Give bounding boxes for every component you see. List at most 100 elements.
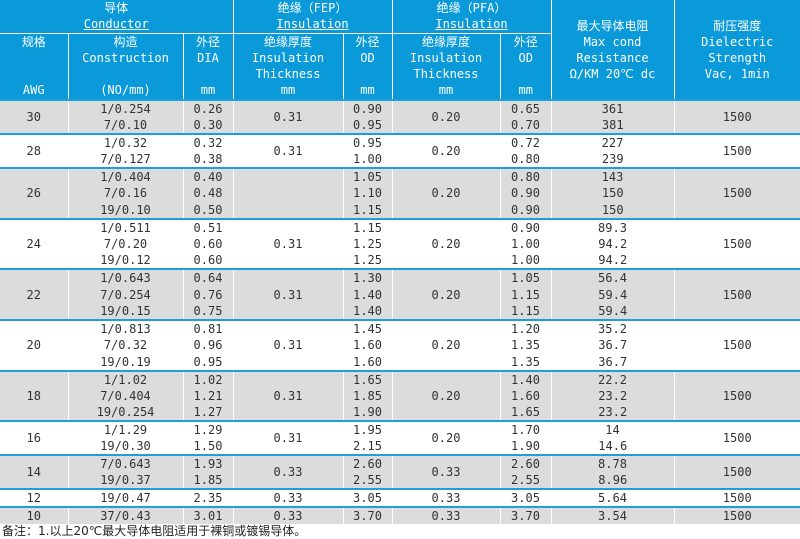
pfa-thickness-cell: 0.20	[392, 133, 501, 168]
table-row: 7/0.10 0.30 0.95 0.70 381	[0, 117, 800, 134]
resistance-cell: 23.2	[551, 404, 674, 422]
table-row: 7/0.254 0.76 1.40 1.15 59.4	[0, 286, 800, 304]
resistance-cell: 14.6	[551, 438, 674, 456]
table-row: 19/0.10 0.50 1.15 0.90 150	[0, 201, 800, 219]
pfa-od-cell: 0.90	[500, 201, 552, 219]
fep-thickness-header: 绝缘厚度 Insulation Thickness mm	[233, 33, 344, 100]
construction-cell: 7/0.32	[68, 337, 184, 354]
resistance-cell: 143	[551, 167, 675, 185]
awg-cell: 28	[0, 133, 69, 168]
table-row: 30 1/0.254 0.26 0.31 0.90 0.20 0.65 361 1500	[0, 99, 800, 134]
awg-cell: 30	[0, 99, 69, 134]
fep-thickness-cell: 0.31	[233, 99, 344, 134]
construction-cell: 7/0.16	[68, 185, 184, 202]
dia-cell: 3.01	[183, 506, 234, 525]
table-row: 7/0.20 0.60 1.25 1.00 94.2	[0, 235, 800, 253]
pfa-od-cell: 1.00	[500, 252, 552, 270]
fep-od-cell: 1.95	[343, 420, 393, 439]
dia-cell: 0.95	[183, 353, 234, 371]
dia-cell: 0.76	[183, 286, 234, 304]
dia-cell: 2.35	[183, 488, 234, 508]
table-row: 26 1/0.404 0.40 1.05 0.20 0.80 143 1500	[0, 167, 800, 219]
resistance-cell: 14	[551, 420, 675, 439]
pfa-thickness-cell: 0.20	[392, 99, 501, 134]
pfa-od-cell: 0.70	[500, 117, 552, 134]
fep-od-cell: 2.55	[343, 472, 393, 490]
fep-od-cell: 0.95	[343, 133, 393, 151]
resistance-cell: 150	[551, 201, 674, 219]
pfa-thickness-cell: 0.20	[392, 369, 501, 422]
awg-cell: 20	[0, 319, 69, 371]
dielectric-cell: 1500	[674, 506, 800, 525]
dia-cell: 1.85	[183, 472, 234, 490]
table-row: 19/0.12 0.60 1.25 1.00 94.2	[0, 252, 800, 270]
pfa-thickness-cell: 0.33	[392, 488, 501, 508]
dia-cell: 1.50	[183, 438, 234, 456]
table-row: 19/0.37 1.85 2.55 2.55 8.96	[0, 472, 800, 490]
fep-insulation-header: 绝缘（FEP） Insulation	[233, 0, 393, 34]
table-row: 7/0.127 0.38 1.00 0.80 239	[0, 151, 800, 168]
pfa-od-cell: 1.20	[500, 319, 552, 338]
pfa-od-cell: 0.90	[500, 217, 552, 236]
pfa-thickness-cell: 0.20	[392, 268, 501, 321]
pfa-od-cell: 1.15	[500, 286, 552, 304]
fep-od-cell: 1.45	[343, 319, 393, 338]
table-row: 7/0.16 0.48 1.10 0.90 150	[0, 185, 800, 202]
table-row: 24 1/0.511 0.51 0.31 1.15 0.20 0.90 89.3 1500	[0, 217, 800, 270]
fep-od-cell: 1.65	[343, 369, 393, 388]
dielectric-cell: 1500	[674, 488, 800, 508]
awg-cell: 24	[0, 217, 69, 270]
resistance-cell: 56.4	[551, 268, 675, 287]
resistance-cell: 227	[551, 133, 675, 151]
dia-cell: 0.48	[183, 185, 234, 202]
dielectric-cell: 1500	[674, 268, 800, 321]
awg-cell: 18	[0, 369, 69, 422]
pfa-od-cell: 1.90	[500, 438, 552, 456]
resistance-cell: 35.2	[551, 319, 675, 338]
fep-thickness-cell: 0.31	[233, 369, 344, 422]
awg-cell: 14	[0, 454, 69, 490]
table-body: 30 1/0.254 0.26 0.31 0.90 0.20 0.65 361 1500 7/0.…	[0, 99, 800, 525]
dia-cell: 0.96	[183, 337, 234, 354]
pfa-od-cell: 1.70	[500, 420, 552, 439]
pfa-insulation-header: 绝缘（PFA） Insulation	[392, 0, 552, 34]
pfa-od-cell: 0.90	[500, 185, 552, 202]
resistance-cell: 23.2	[551, 387, 674, 405]
construction-cell: 7/0.20	[68, 235, 184, 253]
pfa-od-cell: 1.35	[500, 353, 552, 371]
dia-cell: 1.29	[183, 420, 234, 439]
fep-od-cell: 1.90	[343, 404, 393, 422]
pfa-od-cell: 3.70	[500, 506, 552, 525]
dia-cell: 0.75	[183, 303, 234, 321]
dielectric-cell: 1500	[674, 133, 800, 168]
construction-cell: 19/0.254	[68, 404, 184, 422]
construction-cell: 7/0.404	[68, 387, 184, 405]
pfa-od-cell: 1.00	[500, 235, 552, 253]
pfa-od-cell: 0.80	[500, 151, 552, 168]
dia-cell: 1.27	[183, 404, 234, 422]
construction-cell: 19/0.19	[68, 353, 184, 371]
pfa-od-cell: 2.55	[500, 472, 552, 490]
dielectric-cell: 1500	[674, 217, 800, 270]
footnote: 备注：1.以上20℃最大导体电阻适用于裸铜或镀锡导体。	[2, 524, 307, 539]
dielectric-header: 耐压强度 Dielectric Strength Vac, 1min	[674, 0, 800, 100]
dia-cell: 1.02	[183, 369, 234, 388]
resistance-cell: 89.3	[551, 217, 675, 236]
pfa-od-cell: 1.40	[500, 369, 552, 388]
fep-thickness-cell: 0.31	[233, 217, 344, 270]
table-row: 12 19/0.47 2.35 0.33 3.05 0.33 3.05 5.64 1500	[0, 488, 800, 508]
resistance-cell: 8.78	[551, 454, 675, 473]
resistance-cell: 381	[551, 117, 674, 134]
construction-cell: 7/0.10	[68, 117, 184, 134]
pfa-od-cell: 1.65	[500, 404, 552, 422]
awg-cell: 10	[0, 506, 69, 525]
awg-cell: 22	[0, 268, 69, 321]
fep-od-header: 外径 OD mm	[343, 33, 393, 100]
fep-od-cell: 1.15	[343, 201, 393, 219]
fep-thickness-cell: 0.31	[233, 420, 344, 456]
dia-cell: 0.40	[183, 167, 234, 185]
fep-od-cell: 0.95	[343, 117, 393, 134]
table-row: 14 7/0.643 1.93 0.33 2.60 0.33 2.60 8.78 1500	[0, 454, 800, 490]
pfa-od-cell: 3.05	[500, 488, 552, 508]
dia-cell: 0.26	[183, 99, 234, 117]
